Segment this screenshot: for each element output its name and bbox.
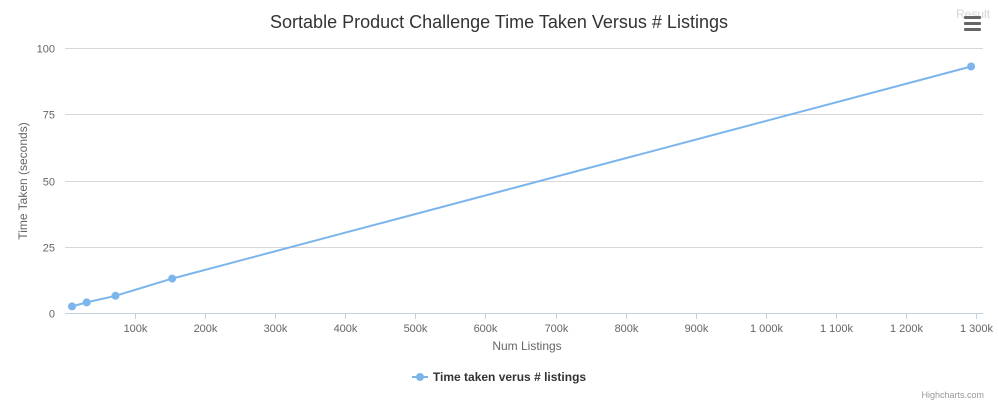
series-line (71, 65, 973, 308)
x-tick-label: 600k (474, 323, 498, 335)
data-point (68, 302, 76, 311)
data-point (82, 298, 91, 307)
y-tick-label: 100 (37, 44, 55, 56)
x-axis-title: Num Listings (492, 339, 561, 353)
x-tick-label: 800k (615, 323, 639, 335)
hamburger-menu-icon[interactable] (962, 16, 984, 36)
x-tick-label: 300k (264, 323, 288, 335)
y-tick-label: 50 (43, 177, 55, 189)
data-point (967, 62, 976, 71)
x-tick-label: 1 200k (890, 323, 924, 335)
y-tick-label: 25 (43, 243, 55, 255)
x-tick-label: 200k (194, 323, 218, 335)
x-tick-label: 1 000k (750, 323, 784, 335)
legend: Time taken verus # listings (0, 370, 998, 386)
chart-title: Sortable Product Challenge Time Taken Ve… (270, 12, 728, 32)
credits-link[interactable]: Highcharts.com (921, 390, 984, 400)
circle-marker-icon (411, 371, 428, 383)
x-tick-label: 900k (685, 323, 709, 335)
data-point (111, 291, 120, 300)
x-tick-label: 1 100k (820, 323, 854, 335)
grid-lines (65, 48, 983, 314)
plot-area (68, 62, 976, 311)
x-tick-label: 400k (334, 323, 358, 335)
y-tick-label: 75 (43, 110, 55, 122)
x-tick-label: 700k (545, 323, 569, 335)
data-point (168, 274, 177, 283)
axes: 0 25 50 75 100 100k 200k 300k 400k 500k 600k 700k 80… (37, 44, 994, 336)
legend-label: Time taken verus # listings (432, 370, 587, 384)
legend-item[interactable]: Time taken verus # listings (411, 370, 587, 384)
x-tick-label: 1 300k (960, 323, 994, 335)
x-tick-label: 100k (124, 323, 148, 335)
y-axis-title: Time Taken (seconds) (16, 122, 30, 239)
y-tick-label: 0 (49, 309, 55, 321)
x-tick-label: 500k (404, 323, 428, 335)
